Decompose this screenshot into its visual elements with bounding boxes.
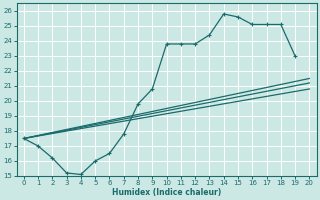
X-axis label: Humidex (Indice chaleur): Humidex (Indice chaleur) — [112, 188, 221, 197]
